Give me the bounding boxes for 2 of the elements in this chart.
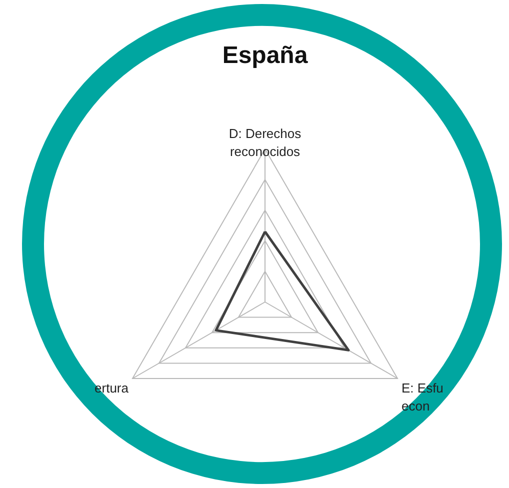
chart-title: España bbox=[222, 42, 308, 69]
spoke-label: D: Derechos reconocidos bbox=[228, 126, 302, 159]
